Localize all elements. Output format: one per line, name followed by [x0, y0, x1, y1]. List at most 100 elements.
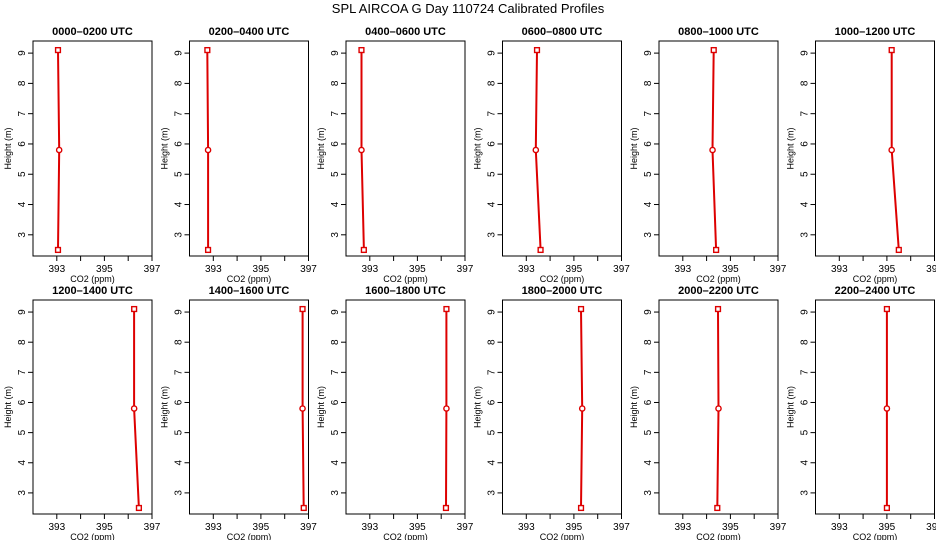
panel-title: 0200–0400 UTC: [209, 26, 290, 38]
x-axis-label: CO2 (ppm): [227, 532, 272, 540]
x-tick-label: 397: [144, 522, 161, 533]
plot-frame: [32, 299, 153, 515]
y-axis-label: Height (m): [160, 386, 170, 428]
x-tick-label: 393: [518, 522, 535, 533]
x-tick-label: 395: [409, 522, 426, 533]
y-tick-label: 3: [800, 232, 811, 238]
panel-3: 0400–0600 UTC 393 395 397 CO2 (ppm) 3 4 5 6 7 8 9 He…: [316, 26, 474, 284]
profile-point: [358, 146, 365, 154]
x-tick-label: 393: [205, 264, 222, 275]
y-tick-label: 4: [330, 460, 341, 466]
panel-4: 0600–0800 UTC 393 395 397 CO2 (ppm) 3 4 5 6 7 8 9 He…: [473, 26, 631, 284]
x-tick-label: 393: [361, 522, 378, 533]
y-tick-label: 5: [174, 171, 185, 177]
y-tick-label: 6: [800, 141, 811, 147]
x-axis-label: CO2 (ppm): [70, 532, 115, 540]
panel-11: 2000–2200 UTC 393 395 397 CO2 (ppm) 3 4 5 6 7 8 9 He…: [629, 285, 787, 540]
y-tick-label: 8: [800, 339, 811, 345]
y-tick-label: 9: [643, 309, 654, 315]
profile-point: [130, 405, 138, 412]
profile-point: [883, 305, 891, 313]
y-tick-label: 3: [17, 232, 28, 238]
profile-point: [299, 405, 306, 412]
profile-point: [578, 405, 586, 412]
profile-point: [888, 46, 895, 54]
y-tick-label: 6: [330, 141, 341, 147]
x-tick-label: 395: [566, 264, 583, 275]
y-tick-label: 8: [643, 339, 654, 345]
plot-frame: [345, 299, 466, 515]
y-tick-label: 5: [487, 429, 498, 435]
y-axis-label: Height (m): [473, 386, 483, 428]
y-tick-label: 5: [174, 429, 185, 435]
profile-point: [442, 504, 450, 512]
y-tick-label: 9: [17, 50, 28, 56]
x-tick-label: 393: [205, 522, 222, 533]
plot-frame: [189, 299, 309, 515]
panel-12: 2200–2400 UTC 393 395 397 CO2 (ppm) 3 4 5 6 7 8 9 He…: [786, 285, 936, 540]
profile-point: [532, 146, 540, 154]
profile-point: [715, 405, 722, 412]
panel-title: 1800–2000 UTC: [522, 285, 603, 297]
y-tick-label: 4: [487, 460, 498, 466]
panel-8: 1400–1600 UTC 393 395 397 CO2 (ppm) 3 4 5 6 7 8 9 He…: [160, 285, 318, 540]
profile-point: [204, 46, 211, 54]
y-tick-label: 4: [330, 201, 341, 207]
y-tick-label: 9: [330, 309, 341, 315]
profile-point: [54, 246, 62, 254]
x-tick-label: 393: [48, 264, 65, 275]
y-tick-label: 4: [800, 460, 811, 466]
y-tick-label: 3: [330, 490, 341, 496]
y-tick-label: 8: [330, 339, 341, 345]
y-tick-label: 6: [487, 141, 498, 147]
x-axis-label: CO2 (ppm): [383, 274, 428, 284]
x-axis-label: CO2 (ppm): [853, 532, 898, 540]
y-tick-label: 8: [174, 80, 185, 86]
x-axis-label: CO2 (ppm): [70, 274, 115, 284]
y-axis-label: Height (m): [316, 386, 326, 428]
y-tick-label: 9: [800, 309, 811, 315]
x-tick-label: 397: [300, 264, 317, 275]
y-tick-label: 9: [174, 309, 185, 315]
x-axis-label: CO2 (ppm): [853, 274, 898, 284]
y-tick-label: 5: [487, 171, 498, 177]
y-tick-label: 6: [487, 399, 498, 405]
y-axis-label: Height (m): [473, 127, 483, 169]
y-axis-label: Height (m): [3, 386, 13, 428]
y-tick-label: 6: [174, 399, 185, 405]
y-tick-label: 3: [487, 232, 498, 238]
x-tick-label: 395: [722, 522, 739, 533]
y-tick-label: 3: [174, 232, 185, 238]
y-tick-label: 7: [800, 110, 811, 116]
profile-point: [714, 504, 721, 512]
profile-point: [443, 405, 450, 412]
y-tick-label: 3: [643, 490, 654, 496]
x-tick-label: 395: [253, 522, 270, 533]
profile-point: [533, 46, 541, 54]
plot-frame: [502, 299, 622, 515]
profile-point: [709, 146, 716, 154]
profile-point: [713, 246, 720, 254]
x-tick-label: 393: [831, 522, 848, 533]
y-tick-label: 6: [643, 399, 654, 405]
plot-frame: [658, 299, 779, 515]
y-tick-label: 5: [17, 171, 28, 177]
panel-title: 2000–2200 UTC: [678, 285, 759, 297]
profile-point: [54, 46, 62, 54]
panel-1: 0000–0200 UTC 393 395 397 CO2 (ppm) 3 4 5 6 7 8 9 He…: [3, 26, 161, 284]
x-tick-label: 397: [770, 522, 787, 533]
plot-frame: [502, 40, 622, 257]
plot-frame: [345, 40, 466, 257]
profile-point: [577, 305, 585, 313]
y-axis-label: Height (m): [786, 127, 796, 169]
y-tick-label: 4: [643, 201, 654, 207]
y-tick-label: 6: [17, 141, 28, 147]
x-tick-label: 397: [613, 522, 630, 533]
y-tick-label: 8: [17, 80, 28, 86]
x-tick-label: 397: [300, 522, 317, 533]
panel-title: 0400–0600 UTC: [365, 26, 446, 38]
x-tick-label: 393: [674, 522, 691, 533]
panel-6: 1000–1200 UTC 393 395 397 CO2 (ppm) 3 4 5 6 7 8 9 He…: [786, 26, 936, 284]
x-tick-label: 397: [457, 264, 474, 275]
